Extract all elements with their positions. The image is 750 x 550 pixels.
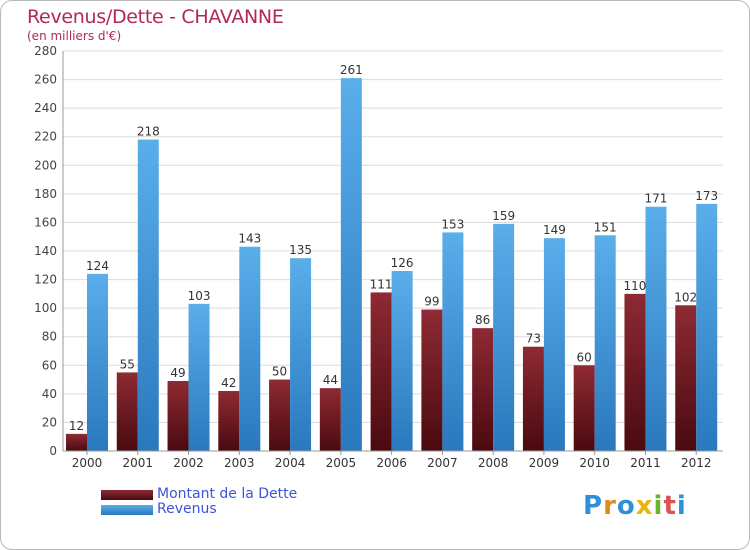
data-label-revenus: 151 <box>594 220 617 234</box>
bar-revenus <box>594 235 616 451</box>
bar-revenus <box>696 203 718 451</box>
data-label-dette: 99 <box>424 295 439 309</box>
bar-revenus <box>290 258 312 451</box>
data-label-revenus: 124 <box>86 259 109 273</box>
bar-revenus <box>493 223 515 451</box>
data-label-revenus: 149 <box>543 223 566 237</box>
x-tick-label: 2000 <box>72 456 103 470</box>
data-label-revenus: 153 <box>441 217 464 231</box>
bar-revenus <box>543 238 565 451</box>
bar-dette <box>269 379 291 451</box>
bar-dette <box>116 372 138 451</box>
y-tick-label: 40 <box>42 387 57 401</box>
y-tick-label: 160 <box>34 215 57 229</box>
data-label-dette: 49 <box>170 366 185 380</box>
data-label-dette: 102 <box>674 290 697 304</box>
bar-dette <box>66 433 87 451</box>
chart-subtitle: (en milliers d'€) <box>27 29 122 43</box>
legend-label-dette: Montant de la Dette <box>157 486 298 502</box>
data-label-revenus: 159 <box>492 209 515 223</box>
x-tick-label: 2007 <box>427 456 458 470</box>
bar-revenus <box>645 206 667 451</box>
data-label-dette: 55 <box>120 357 135 371</box>
y-tick-label: 200 <box>34 158 57 172</box>
x-tick-label: 2008 <box>478 456 509 470</box>
x-tick-label: 2010 <box>579 456 610 470</box>
bar-revenus <box>391 271 413 451</box>
data-label-dette: 111 <box>370 277 393 291</box>
bar-revenus <box>87 273 108 451</box>
y-tick-label: 0 <box>49 444 57 458</box>
legend-swatch-dette <box>101 490 153 500</box>
bar-dette <box>370 292 392 451</box>
y-tick-label: 180 <box>34 187 57 201</box>
x-tick-label: 2003 <box>224 456 255 470</box>
x-tick-label: 2006 <box>376 456 407 470</box>
x-tick-label: 2001 <box>122 456 153 470</box>
data-label-revenus: 135 <box>289 243 312 257</box>
bar-dette <box>472 328 494 451</box>
data-label-dette: 110 <box>624 279 647 293</box>
data-label-dette: 44 <box>323 373 338 387</box>
bar-revenus <box>188 303 210 451</box>
x-tick-label: 2011 <box>630 456 661 470</box>
bar-dette <box>167 381 189 451</box>
data-label-dette: 86 <box>475 313 490 327</box>
legend-swatch-revenus <box>101 505 153 515</box>
data-label-dette: 50 <box>272 365 287 379</box>
y-tick-label: 20 <box>42 415 57 429</box>
bar-revenus <box>137 139 159 452</box>
y-tick-label: 260 <box>34 73 57 87</box>
bar-revenus <box>442 232 464 451</box>
y-tick-label: 220 <box>34 130 57 144</box>
x-tick-label: 2002 <box>173 456 204 470</box>
data-label-dette: 73 <box>526 332 541 346</box>
data-label-revenus: 218 <box>137 125 160 139</box>
x-tick-label: 2009 <box>529 456 560 470</box>
bar-dette <box>319 388 341 451</box>
y-tick-label: 240 <box>34 101 57 115</box>
bar-dette <box>573 365 595 451</box>
legend-label-revenus: Revenus <box>157 501 217 517</box>
bar-dette <box>522 346 544 451</box>
data-label-revenus: 171 <box>645 192 668 206</box>
proxiti-logo: Proxiti <box>583 491 687 521</box>
data-label-revenus: 173 <box>695 189 718 203</box>
y-tick-label: 120 <box>34 273 57 287</box>
data-label-revenus: 103 <box>188 289 211 303</box>
bar-dette <box>218 391 240 451</box>
x-tick-label: 2012 <box>681 456 712 470</box>
y-tick-label: 60 <box>42 358 57 372</box>
y-tick-label: 100 <box>34 301 57 315</box>
data-label-revenus: 143 <box>238 232 261 246</box>
data-label-dette: 42 <box>221 376 236 390</box>
y-tick-label: 80 <box>42 330 57 344</box>
data-label-dette: 60 <box>577 350 592 364</box>
data-label-revenus: 126 <box>391 256 414 270</box>
y-tick-label: 280 <box>34 44 57 58</box>
bar-dette <box>675 305 697 451</box>
bar-revenus <box>340 78 362 452</box>
x-tick-label: 2004 <box>275 456 306 470</box>
x-tick-label: 2005 <box>326 456 357 470</box>
bar-dette <box>421 309 443 451</box>
bar-revenus <box>239 246 261 451</box>
data-label-dette: 12 <box>69 419 84 433</box>
chart-title: Revenus/Dette - CHAVANNE <box>27 6 284 28</box>
bar-dette <box>624 293 646 451</box>
y-tick-label: 140 <box>34 244 57 258</box>
bar-chart: 12 124 55 218 49 103 42 143 50 135 44 261 111 126 99 15… <box>34 44 723 470</box>
data-label-revenus: 261 <box>340 63 363 77</box>
